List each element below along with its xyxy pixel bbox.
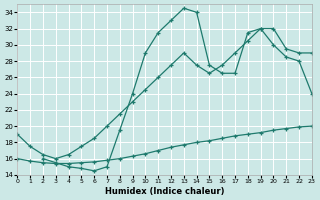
X-axis label: Humidex (Indice chaleur): Humidex (Indice chaleur) [105, 187, 224, 196]
